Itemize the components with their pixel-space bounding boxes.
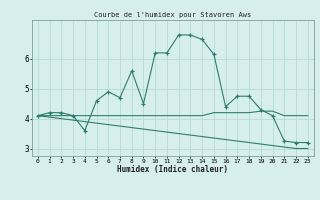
X-axis label: Humidex (Indice chaleur): Humidex (Indice chaleur) <box>117 165 228 174</box>
Title: Courbe de l'humidex pour Stavoren Aws: Courbe de l'humidex pour Stavoren Aws <box>94 12 252 18</box>
